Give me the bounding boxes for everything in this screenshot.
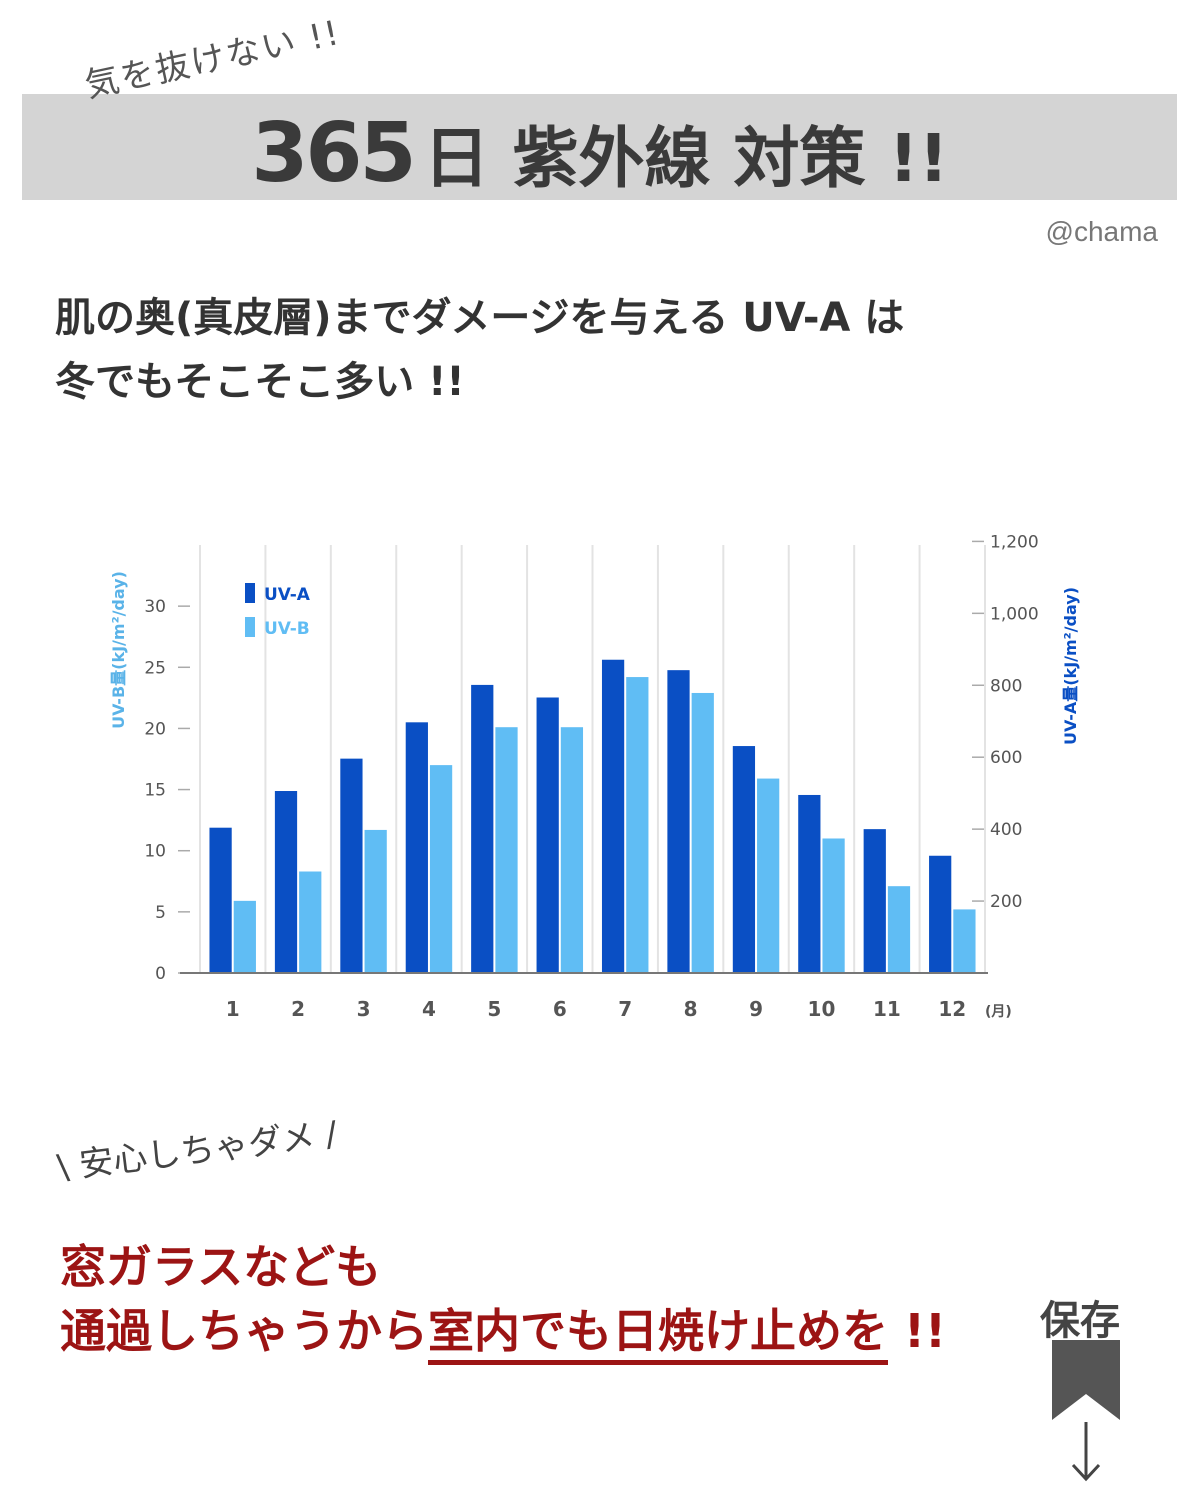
x-tick-label: 11 <box>873 997 901 1021</box>
warning-caption: \ 安心しちゃダメ / <box>55 1113 340 1189</box>
title-text: 日 紫外線 対策 !! <box>423 120 949 197</box>
message-emphasis: 室内でも日焼け止めを <box>428 1304 888 1365</box>
bar-uvb <box>887 886 911 973</box>
chart-grid <box>199 545 986 973</box>
author-credit: @chama <box>1045 216 1158 247</box>
headline-line-1: 肌の奥(真皮層)までダメージを与える UV-A は <box>55 295 905 341</box>
legend-uva-swatch <box>245 583 255 603</box>
y-right-tick-label: 1,000 <box>990 604 1039 624</box>
x-unit-label: (月) <box>985 1004 1012 1020</box>
bar-uvb <box>626 677 649 973</box>
x-tick-label: 6 <box>553 997 567 1021</box>
bar-uvb <box>495 727 518 973</box>
page-title: 365 日 紫外線 対策 !! <box>0 105 1200 201</box>
x-tick-label: 9 <box>749 997 763 1021</box>
y-left-tick-label: 10 <box>144 842 166 862</box>
message-line-2: 通過しちゃうから室内でも日焼け止めを !! <box>60 1299 946 1365</box>
bar-uva <box>798 794 821 973</box>
x-tick-label: 1 <box>226 997 240 1021</box>
uv-monthly-bar-chart: 1 2 3 4 5 6 7 8 9 10 11 120510152025302004006008001… <box>109 532 1080 1021</box>
y-right-axis-label: UV-A量(kJ/m²/day) <box>1061 587 1080 745</box>
legend-uva-label: UV-A <box>264 585 311 605</box>
y-right-tick-label: 1,200 <box>990 532 1039 552</box>
y-left-tick-label: 30 <box>144 597 166 617</box>
bar-uvb <box>364 829 387 973</box>
indoor-sunscreen-message: 窓ガラスなども 通過しちゃうから室内でも日焼け止めを !! <box>60 1235 946 1365</box>
bar-uva <box>340 758 363 973</box>
save-label: 保存 <box>1040 1298 1120 1344</box>
bar-uvb <box>822 838 845 973</box>
y-left-tick-label: 0 <box>155 964 166 984</box>
title-number: 365 <box>251 106 416 201</box>
bar-uva <box>601 659 625 973</box>
bar-uva <box>732 746 756 973</box>
x-tick-label: 12 <box>938 997 966 1021</box>
bar-uvb <box>233 900 256 973</box>
bookmark-icon[interactable] <box>1052 1340 1120 1420</box>
x-tick-label: 4 <box>422 997 436 1021</box>
y-left-tick-label: 5 <box>155 903 166 923</box>
y-right-tick-label: 600 <box>990 748 1022 768</box>
bar-uva <box>471 684 494 973</box>
message-plain: 通過しちゃうから <box>60 1304 428 1358</box>
bar-uva <box>536 697 559 973</box>
legend-uvb-swatch <box>245 617 255 637</box>
y-left-tick-label: 20 <box>144 719 166 739</box>
bar-uva <box>667 670 690 973</box>
bar-uvb <box>691 692 714 973</box>
y-right-tick-label: 800 <box>990 676 1022 696</box>
x-tick-label: 10 <box>808 997 836 1021</box>
bar-uva <box>209 827 232 973</box>
x-tick-label: 2 <box>291 997 305 1021</box>
bar-uvb <box>757 778 780 973</box>
bar-uvb <box>429 765 453 973</box>
bar-uvb <box>560 727 584 973</box>
bar-uvb <box>299 871 322 973</box>
headline-line-2: 冬でもそこそこ多い !! <box>55 359 465 405</box>
y-left-tick-label: 15 <box>144 781 166 801</box>
title-kicker: 気を抜けない !! <box>81 12 345 107</box>
x-tick-label: 5 <box>487 997 501 1021</box>
y-left-tick-label: 25 <box>144 658 166 678</box>
x-tick-label: 3 <box>357 997 371 1021</box>
message-end: !! <box>888 1304 946 1358</box>
down-arrow-icon <box>1071 1422 1101 1482</box>
bar-uva <box>274 791 298 973</box>
x-tick-label: 7 <box>618 997 632 1021</box>
message-line-1: 窓ガラスなども <box>60 1240 382 1294</box>
x-tick-label: 8 <box>684 997 698 1021</box>
y-right-tick-label: 400 <box>990 820 1022 840</box>
headline: 肌の奥(真皮層)までダメージを与える UV-A は 冬でもそこそこ多い !! <box>55 286 904 414</box>
bar-uva <box>405 722 428 973</box>
bar-uva <box>929 855 952 973</box>
chart-bars <box>209 659 976 973</box>
y-left-axis-label: UV-B量(kJ/m²/day) <box>109 571 128 729</box>
title-banner <box>22 94 1177 200</box>
bar-uva <box>863 829 886 973</box>
bar-uvb <box>953 909 976 973</box>
chart-ticks: 1 2 3 4 5 6 7 8 9 10 11 120510152025302004006008001… <box>144 532 1038 1021</box>
y-right-tick-label: 200 <box>990 892 1022 912</box>
legend-uvb-label: UV-B <box>264 619 310 639</box>
